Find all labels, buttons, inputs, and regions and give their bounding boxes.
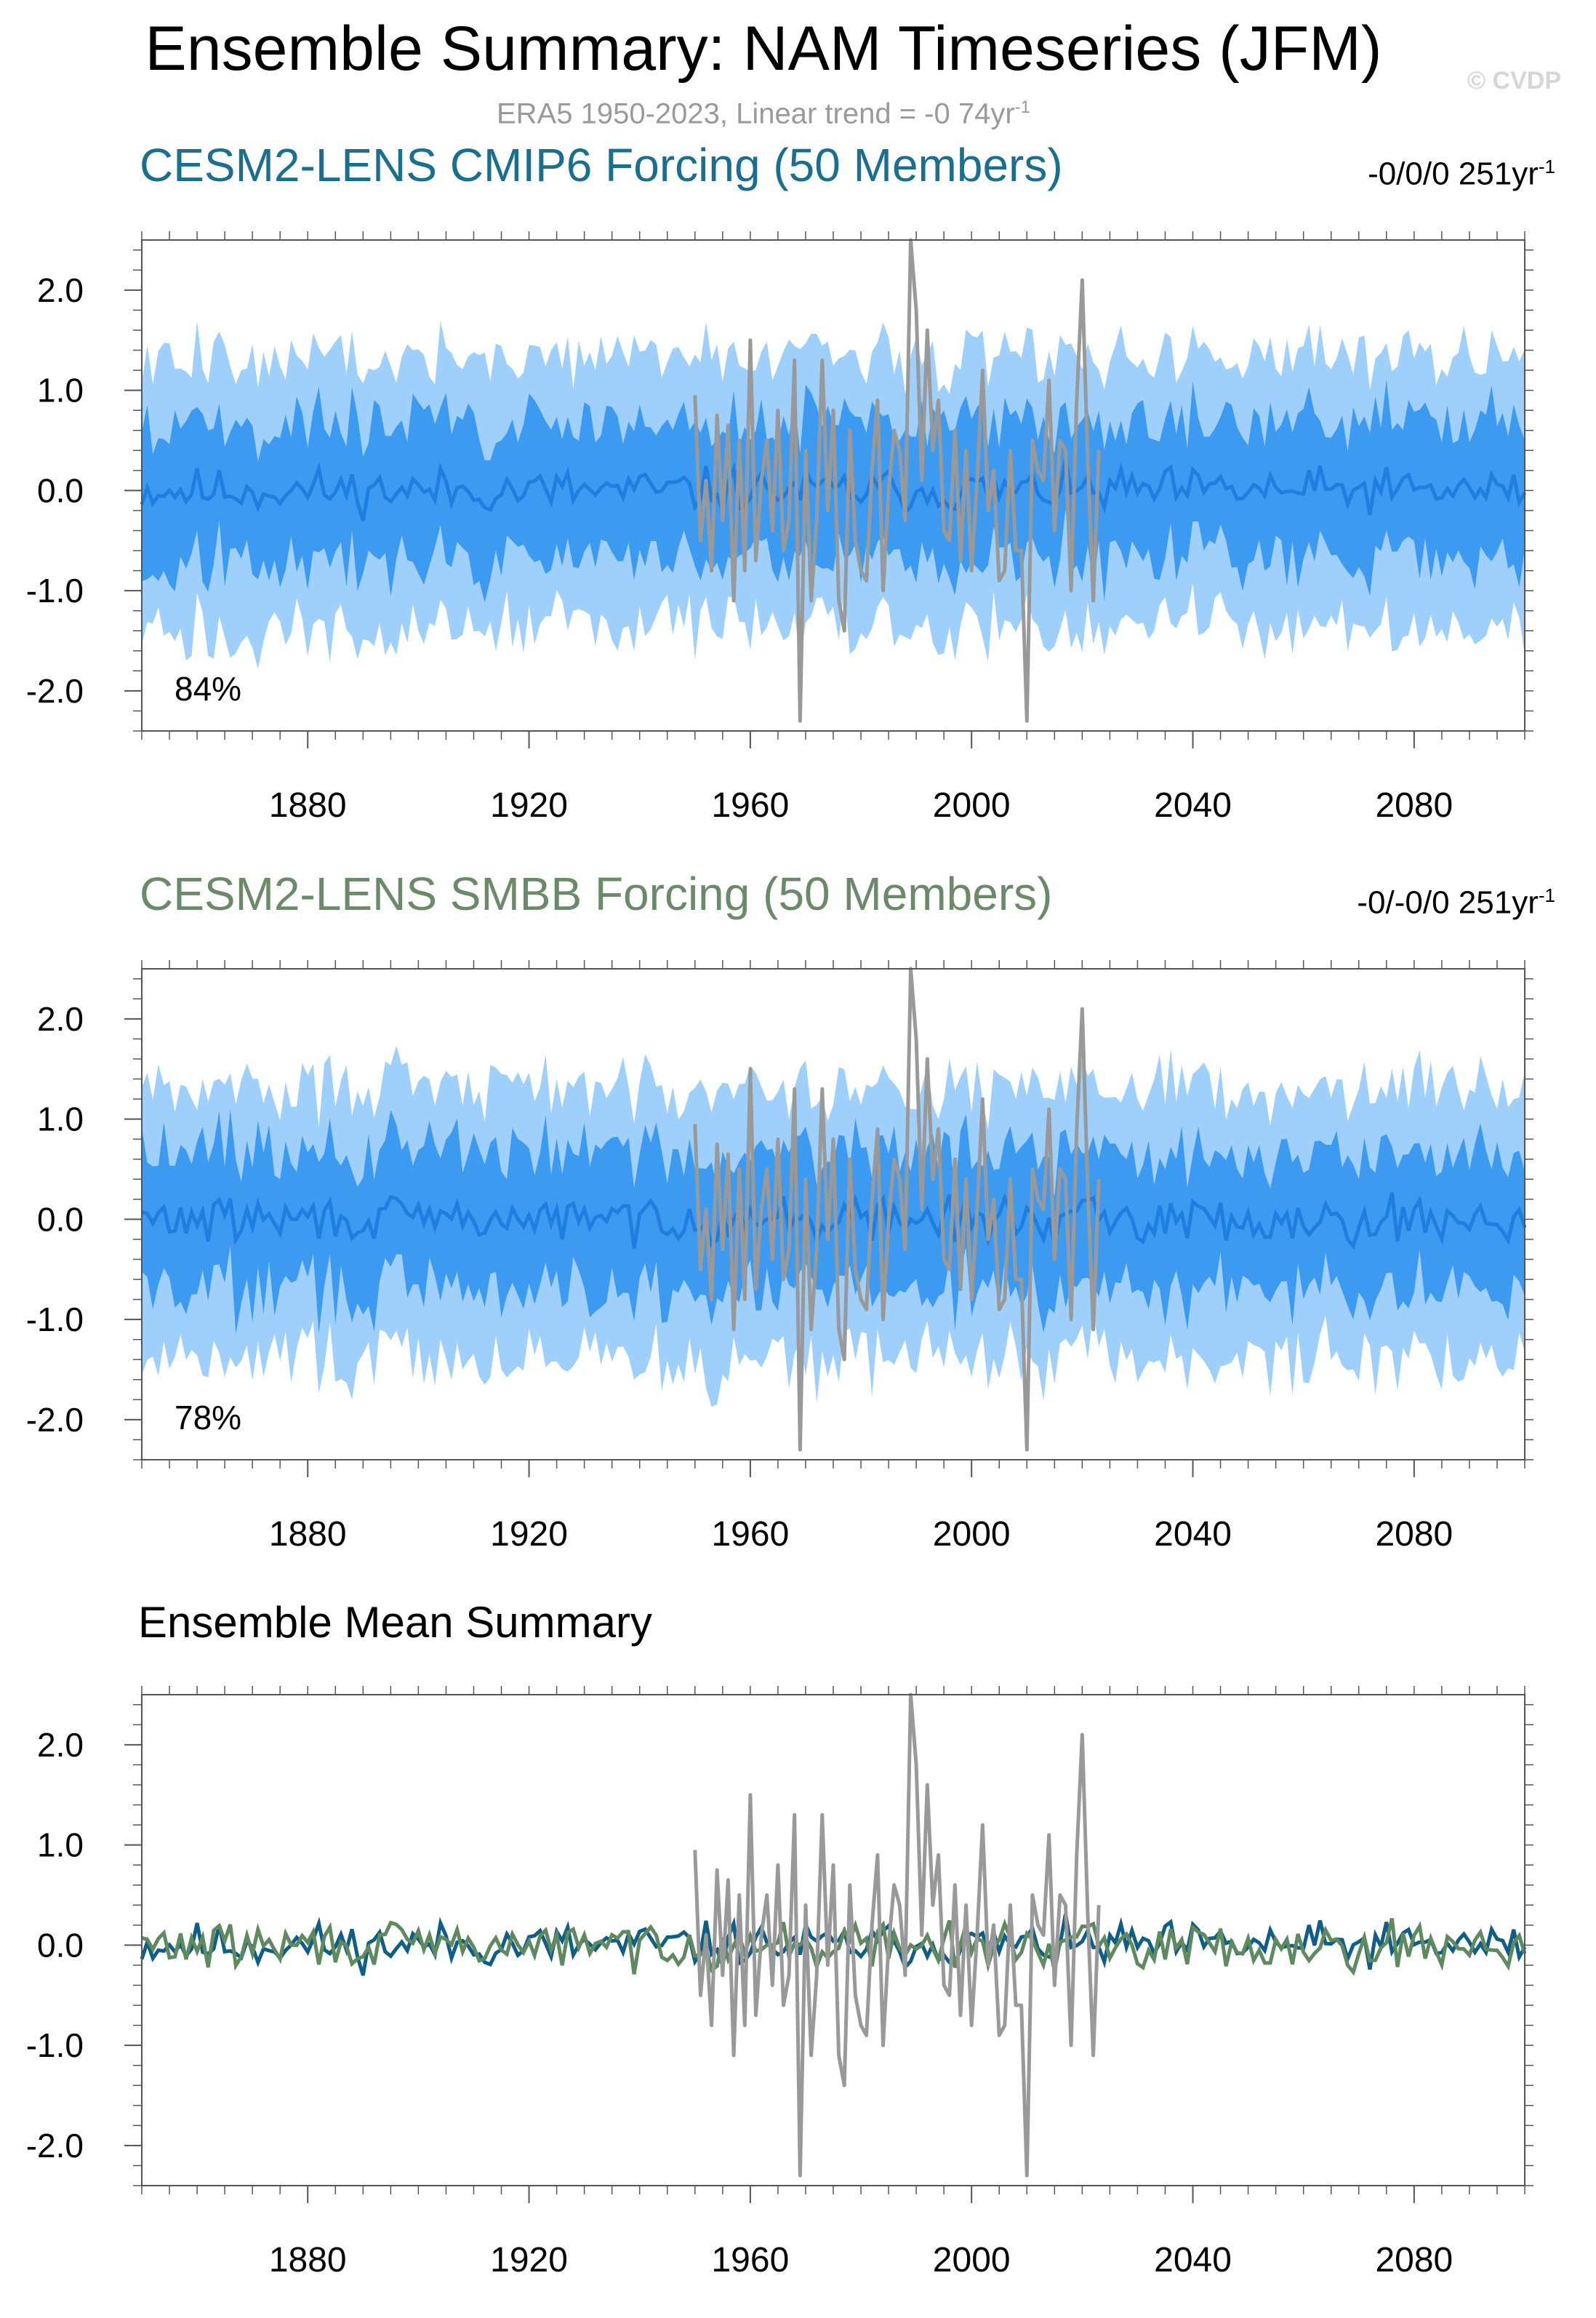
- watermark: © CVDP: [1467, 67, 1561, 95]
- y-tick-label: -2.0: [26, 2127, 84, 2165]
- panel-1-trend-text: -0/0/0 251yr: [1368, 156, 1539, 192]
- x-tick-label: 2080: [1375, 786, 1453, 825]
- subtitle-text: ERA5 1950-2023, Linear trend = -0 74yr: [496, 97, 1015, 130]
- x-tick-label: 2040: [1154, 1515, 1232, 1554]
- y-tick-label: 2.0: [37, 271, 84, 309]
- subtitle: ERA5 1950-2023, Linear trend = -0 74yr-1: [0, 97, 1527, 130]
- observed-line: [693, 1692, 1101, 2178]
- panel-3-title: Ensemble Mean Summary: [138, 1598, 652, 1647]
- x-tick-label: 1880: [269, 1515, 347, 1554]
- panel-2-title: CESM2-LENS SMBB Forcing (50 Members): [140, 868, 1053, 920]
- y-tick-label: 2.0: [37, 1000, 84, 1038]
- percent-label: 84%: [175, 670, 241, 708]
- chart-panel-3: 2.0 1.0 0.0 -1.0 -2.0 1880 1920 1960 2000 2040 208…: [26, 1686, 1533, 2279]
- percent-label: 78%: [175, 1399, 241, 1436]
- panel-1-trend-sup: -1: [1538, 156, 1555, 177]
- panel-2-trend-sup: -1: [1538, 884, 1555, 906]
- x-tick-label: 1960: [711, 1515, 789, 1554]
- x-tick-label: 1960: [711, 786, 789, 825]
- y-tick-label: 0.0: [37, 1926, 84, 1964]
- page-title: Ensemble Summary: NAM Timeseries (JFM): [145, 14, 1382, 84]
- x-tick-label: 1920: [490, 2241, 568, 2279]
- y-tick-label: 0.0: [37, 471, 84, 509]
- x-tick-label: 2040: [1154, 786, 1232, 825]
- x-tick-label: 2040: [1154, 2241, 1232, 2279]
- y-tick-label: -2.0: [26, 672, 84, 710]
- y-tick-label: 2.0: [37, 1726, 84, 1764]
- x-tick-label: 1920: [490, 1515, 568, 1554]
- y-tick-label: 0.0: [37, 1200, 84, 1238]
- panel-1-title: CESM2-LENS CMIP6 Forcing (50 Members): [140, 139, 1063, 191]
- x-tick-label: 2000: [933, 786, 1011, 825]
- x-tick-label: 1880: [269, 786, 347, 825]
- y-tick-label: -2.0: [26, 1401, 84, 1439]
- x-tick-label: 2000: [933, 1515, 1011, 1554]
- y-tick-label: -1.0: [26, 2026, 84, 2064]
- x-tick-label: 1880: [269, 2241, 347, 2279]
- smbb-mean-line: [141, 1918, 1527, 1976]
- observed-line: [693, 238, 1101, 723]
- y-tick-label: 1.0: [37, 1826, 84, 1864]
- chart-panel-2: 2.0 1.0 0.0 -1.0 -2.0 1880 1920 1960 2000 2040 208…: [26, 960, 1533, 1554]
- ensemble-mean-line: [140, 458, 1527, 521]
- y-tick-label: -1.0: [26, 1300, 84, 1338]
- y-tick-label: 1.0: [37, 372, 84, 409]
- x-tick-label: 2000: [933, 2241, 1011, 2279]
- y-tick-label: 1.0: [37, 1100, 84, 1138]
- y-tick-label: -1.0: [26, 572, 84, 610]
- panel-1-trend: -0/0/0 251yr-1: [1368, 156, 1555, 193]
- spread-band-inner: [142, 380, 1525, 603]
- chart-panel-1: 2.0 1.0 0.0 -1.0 -2.0 1880 1920 1960 2000 2040 208…: [26, 231, 1533, 825]
- panel-2-trend-text: -0/-0/0 251yr: [1357, 884, 1539, 921]
- x-tick-label: 1920: [490, 786, 568, 825]
- subtitle-superscript: -1: [1014, 97, 1031, 117]
- x-tick-label: 2080: [1375, 1515, 1453, 1554]
- panel-2-trend: -0/-0/0 251yr-1: [1357, 884, 1555, 922]
- x-tick-label: 1960: [711, 2241, 789, 2279]
- x-tick-label: 2080: [1375, 2241, 1453, 2279]
- spread-band-inner: [142, 1109, 1525, 1334]
- observed-line: [693, 967, 1101, 1452]
- ensemble-mean-line: [141, 1192, 1527, 1250]
